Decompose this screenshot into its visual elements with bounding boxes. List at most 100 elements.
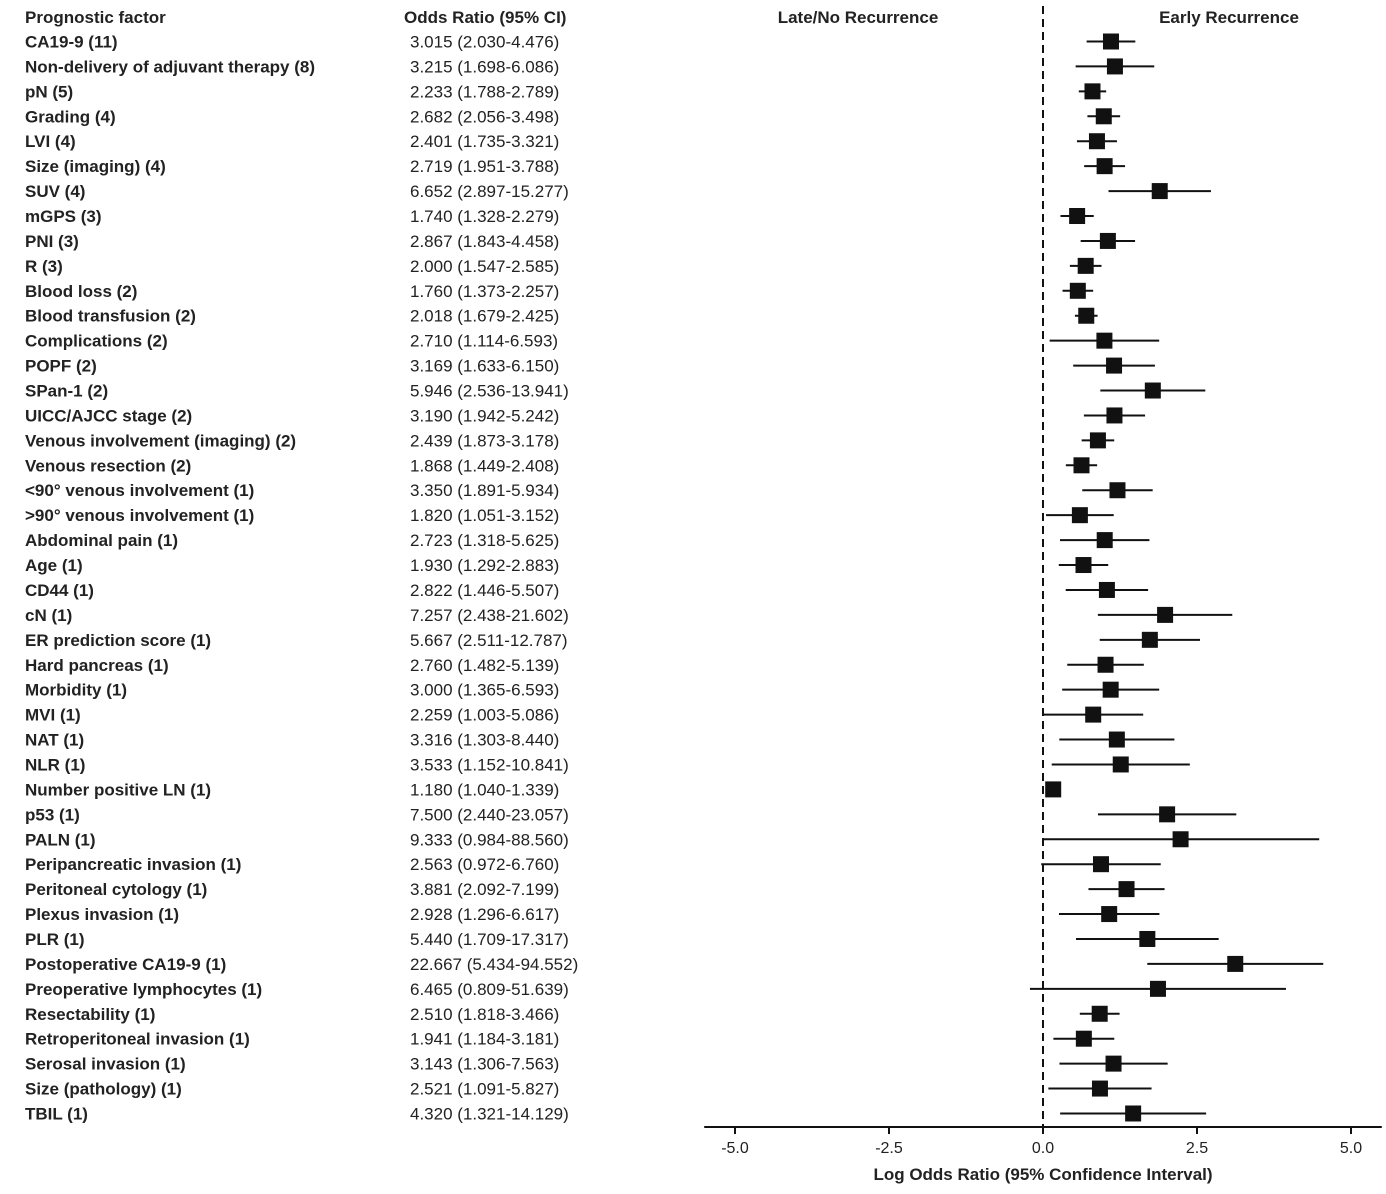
odds-ratio-value: 1.760 (1.373-2.257) xyxy=(410,282,559,301)
point-estimate-marker xyxy=(1102,33,1119,50)
point-estimate-marker xyxy=(1088,133,1105,150)
point-estimate-marker xyxy=(1144,382,1161,399)
point-estimate-marker xyxy=(1045,781,1062,798)
factor-label: Blood loss (2) xyxy=(25,282,137,301)
forest-row: R (3) 2.000 (1.547-2.585) xyxy=(25,257,1102,276)
point-estimate-marker xyxy=(1096,532,1113,549)
point-estimate-marker xyxy=(1069,282,1086,299)
odds-ratio-value: 6.652 (2.897-15.277) xyxy=(410,182,569,201)
factor-label: CA19-9 (11) xyxy=(25,33,118,52)
odds-ratio-value: 3.015 (2.030-4.476) xyxy=(410,33,559,52)
x-tick-label: 0.0 xyxy=(1032,1140,1054,1157)
odds-ratio-value: 3.533 (1.152-10.841) xyxy=(410,755,569,774)
factor-label: SPan-1 (2) xyxy=(25,382,108,401)
factor-label: MVI (1) xyxy=(25,706,81,725)
point-estimate-marker xyxy=(1118,881,1135,898)
forest-row: Preoperative lymphocytes (1) 6.465 (0.809… xyxy=(25,980,1286,999)
odds-ratio-value: 2.928 (1.296-6.617) xyxy=(410,905,559,924)
forest-row: Blood transfusion (2) 2.018 (1.679-2.425) xyxy=(25,307,1098,326)
factor-label: UICC/AJCC stage (2) xyxy=(25,406,192,425)
factor-label: Serosal invasion (1) xyxy=(25,1055,186,1074)
forest-row: Non-delivery of adjuvant therapy (8) 3.21… xyxy=(25,57,1155,76)
point-estimate-marker xyxy=(1101,906,1118,923)
odds-ratio-value: 3.881 (2.092-7.199) xyxy=(410,880,559,899)
forest-row: Venous resection (2) 1.868 (1.449-2.408) xyxy=(25,456,1098,475)
point-estimate-marker xyxy=(1096,158,1113,175)
factor-label: TBIL (1) xyxy=(25,1104,88,1123)
odds-ratio-value: 9.333 (0.984-88.560) xyxy=(410,830,569,849)
forest-row: PALN (1) 9.333 (0.984-88.560) xyxy=(25,830,1320,849)
point-estimate-marker xyxy=(1078,307,1095,324)
factor-label: CD44 (1) xyxy=(25,581,94,600)
forest-row: Venous involvement (imaging) (2) 2.439 (1… xyxy=(25,431,1115,450)
factor-label: NAT (1) xyxy=(25,731,84,750)
odds-ratio-value: 1.941 (1.184-3.181) xyxy=(410,1030,559,1049)
factor-label: mGPS (3) xyxy=(25,207,102,226)
factor-label: POPF (2) xyxy=(25,357,97,376)
forest-row: MVI (1) 2.259 (1.003-5.086) xyxy=(25,706,1144,725)
factor-label: Non-delivery of adjuvant therapy (8) xyxy=(25,57,315,76)
factor-label: R (3) xyxy=(25,257,63,276)
forest-row: Number positive LN (1) 1.180 (1.040-1.339… xyxy=(25,780,1062,799)
point-estimate-marker xyxy=(1108,731,1125,748)
odds-ratio-value: 2.822 (1.446-5.507) xyxy=(410,581,559,600)
odds-ratio-value: 1.180 (1.040-1.339) xyxy=(410,780,559,799)
point-estimate-marker xyxy=(1159,806,1176,823)
factor-label: Size (imaging) (4) xyxy=(25,157,166,176)
point-estimate-marker xyxy=(1106,407,1123,424)
forest-row: Plexus invasion (1) 2.928 (1.296-6.617) xyxy=(25,905,1160,924)
odds-ratio-value: 3.316 (1.303-8.440) xyxy=(410,731,559,750)
factor-label: cN (1) xyxy=(25,606,72,625)
factor-label: Preoperative lymphocytes (1) xyxy=(25,980,262,999)
odds-ratio-value: 3.169 (1.633-6.150) xyxy=(410,357,559,376)
forest-row: PNI (3) 2.867 (1.843-4.458) xyxy=(25,232,1136,251)
point-estimate-marker xyxy=(1092,856,1109,873)
odds-ratio-value: 4.320 (1.321-14.129) xyxy=(410,1104,569,1123)
point-estimate-marker xyxy=(1105,1055,1122,1072)
factor-label: PALN (1) xyxy=(25,830,96,849)
x-tick-label: 5.0 xyxy=(1340,1140,1362,1157)
factor-label: Number positive LN (1) xyxy=(25,780,211,799)
odds-ratio-value: 2.439 (1.873-3.178) xyxy=(410,431,559,450)
odds-ratio-value: 3.215 (1.698-6.086) xyxy=(410,57,559,76)
factor-label: PNI (3) xyxy=(25,232,79,251)
forest-row: Complications (2) 2.710 (1.114-6.593) xyxy=(25,332,1160,351)
factor-label: Peritoneal cytology (1) xyxy=(25,880,207,899)
forest-row: Hard pancreas (1) 2.760 (1.482-5.139) xyxy=(25,656,1144,675)
forest-row: POPF (2) 3.169 (1.633-6.150) xyxy=(25,357,1155,376)
factor-label: Grading (4) xyxy=(25,107,116,126)
odds-ratio-value: 2.760 (1.482-5.139) xyxy=(410,656,559,675)
forest-row: SUV (4) 6.652 (2.897-15.277) xyxy=(25,182,1211,201)
point-estimate-marker xyxy=(1157,606,1174,623)
factor-label: >90° venous involvement (1) xyxy=(25,506,254,525)
odds-ratio-value: 3.000 (1.365-6.593) xyxy=(410,681,559,700)
point-estimate-marker xyxy=(1139,930,1156,947)
factor-label: Resectability (1) xyxy=(25,1005,155,1024)
point-estimate-marker xyxy=(1071,507,1088,524)
factor-label: Retroperitoneal invasion (1) xyxy=(25,1030,250,1049)
point-estimate-marker xyxy=(1151,183,1168,200)
point-estimate-marker xyxy=(1089,432,1106,449)
forest-row: Abdominal pain (1) 2.723 (1.318-5.625) xyxy=(25,531,1150,550)
odds-ratio-value: 2.723 (1.318-5.625) xyxy=(410,531,559,550)
odds-ratio-value: 5.946 (2.536-13.941) xyxy=(410,382,569,401)
forest-row: UICC/AJCC stage (2) 3.190 (1.942-5.242) xyxy=(25,406,1146,425)
forest-row: Retroperitoneal invasion (1) 1.941 (1.184… xyxy=(25,1030,1115,1049)
odds-ratio-value: 6.465 (0.809-51.639) xyxy=(410,980,569,999)
forest-row: Serosal invasion (1) 3.143 (1.306-7.563) xyxy=(25,1055,1168,1074)
forest-row: <90° venous involvement (1) 3.350 (1.891-… xyxy=(25,481,1153,500)
factor-label: LVI (4) xyxy=(25,132,76,151)
forest-row: NLR (1) 3.533 (1.152-10.841) xyxy=(25,755,1190,774)
point-estimate-marker xyxy=(1099,232,1116,249)
odds-ratio-value: 2.233 (1.788-2.789) xyxy=(410,82,559,101)
factor-label: Venous resection (2) xyxy=(25,456,191,475)
odds-ratio-value: 1.868 (1.449-2.408) xyxy=(410,456,559,475)
forest-row: Morbidity (1) 3.000 (1.365-6.593) xyxy=(25,681,1160,700)
factor-label: Venous involvement (imaging) (2) xyxy=(25,431,296,450)
forest-row: Peripancreatic invasion (1) 2.563 (0.972-… xyxy=(25,855,1161,874)
factor-label: Abdominal pain (1) xyxy=(25,531,178,550)
point-estimate-marker xyxy=(1125,1105,1142,1122)
odds-ratio-value: 1.820 (1.051-3.152) xyxy=(410,506,559,525)
factor-label: Complications (2) xyxy=(25,332,168,351)
forest-row: Size (pathology) (1) 2.521 (1.091-5.827) xyxy=(25,1080,1152,1099)
